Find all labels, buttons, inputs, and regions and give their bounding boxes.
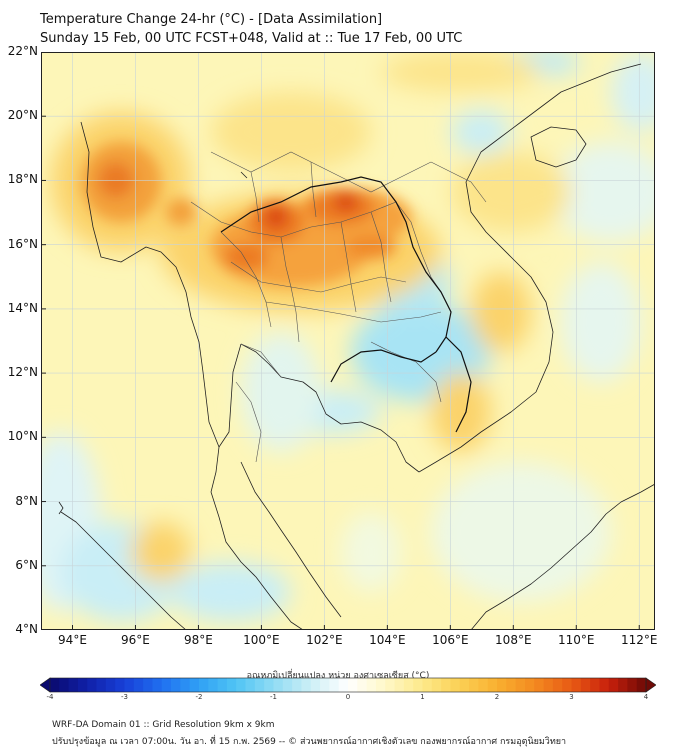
colorbar: [40, 677, 656, 693]
coastline-outlines: [58, 63, 655, 630]
country-borders: [220, 176, 472, 433]
lon-label: 104°E: [369, 633, 406, 647]
lat-label: 16°N: [7, 236, 38, 251]
lat-label: 6°N: [15, 557, 38, 572]
lon-label: 110°E: [558, 633, 595, 647]
lat-label: 20°N: [7, 108, 38, 123]
colorbar-tick-label: -3: [121, 693, 128, 701]
lat-label: 10°N: [7, 429, 38, 444]
province-borders: [190, 151, 487, 463]
footer-model-info: WRF-DA Domain 01 :: Grid Resolution 9km …: [52, 720, 275, 730]
colorbar-tick-label: 4: [643, 693, 649, 701]
map-subtitle: Sunday 15 Feb, 00 UTC FCST+048, Valid at…: [40, 31, 463, 46]
footer-credit: ปรับปรุงข้อมูล ณ เวลา 07:00น. วัน อา. ที…: [52, 737, 567, 747]
lat-label: 12°N: [7, 365, 38, 380]
colorbar-tick-label: 3: [569, 693, 574, 701]
graticule-lines: [41, 52, 655, 630]
lon-label: 94°E: [58, 633, 87, 647]
lon-label: 98°E: [183, 633, 213, 647]
lat-label: 14°N: [7, 300, 38, 315]
colorbar-tick-label: 1: [420, 693, 425, 701]
temperature-map: [41, 52, 655, 630]
map-title: Temperature Change 24-hr (°C) - [Data As…: [40, 12, 383, 27]
colorbar-tick-label: -2: [195, 693, 203, 701]
lat-label: 22°N: [7, 44, 38, 58]
colorbar-tick-label: 2: [494, 693, 500, 701]
lon-label: 108°E: [495, 633, 532, 647]
lon-label: 112°E: [621, 633, 658, 647]
lon-label: 100°E: [243, 633, 280, 647]
colorbar-tick-label: -4: [46, 693, 54, 701]
lon-label: 96°E: [121, 633, 150, 647]
lat-label: 4°N: [15, 622, 38, 636]
lat-label: 18°N: [7, 172, 38, 187]
lon-label: 102°E: [306, 633, 343, 647]
colorbar-tick-label: -1: [270, 693, 277, 701]
colorbar-title: อุณหภูมิเปลี่ยนแปลง หน่วย องศาเซลเซียส (…: [246, 671, 430, 681]
lon-label: 106°E: [432, 633, 469, 647]
colorbar-tick-label: 0: [345, 693, 351, 701]
lat-label: 8°N: [15, 493, 38, 508]
